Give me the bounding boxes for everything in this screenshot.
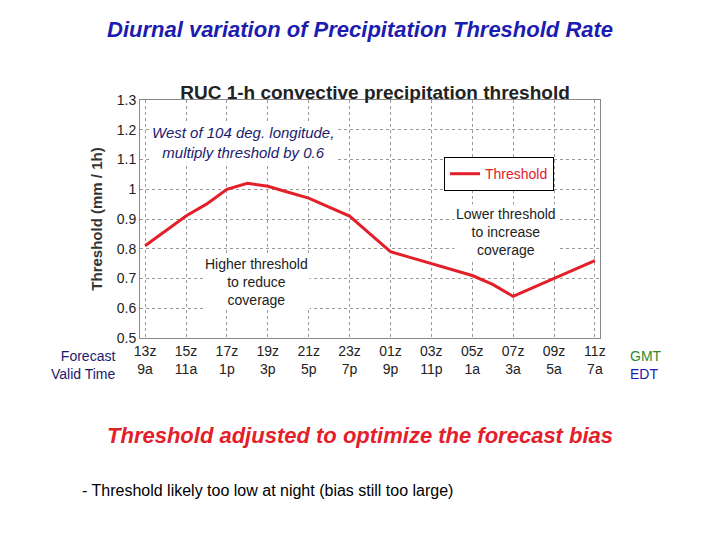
svg-text:RUC 1-h convective precipitati: RUC 1-h convective precipitation thresho… xyxy=(180,82,570,103)
svg-text:1.1: 1.1 xyxy=(117,151,137,167)
svg-text:11z7a: 11z7a xyxy=(584,343,606,377)
svg-text:01z9p: 01z9p xyxy=(379,343,402,377)
svg-text:1.3: 1.3 xyxy=(117,92,137,108)
svg-text:13z9a: 13z9a xyxy=(134,343,157,377)
svg-text:23z7p: 23z7p xyxy=(338,343,361,377)
svg-text:Diurnal variation of Precipita: Diurnal variation of Precipitation Thres… xyxy=(107,17,613,42)
svg-text:Higher thresholdto reducecover: Higher thresholdto reducecoverage xyxy=(205,256,308,308)
svg-text:Threshold: Threshold xyxy=(485,166,547,182)
svg-text:Threshold (mm / 1h): Threshold (mm / 1h) xyxy=(88,147,105,290)
svg-text:0.8: 0.8 xyxy=(117,241,137,257)
svg-text:15z11a: 15z11a xyxy=(175,343,198,377)
svg-text:0.9: 0.9 xyxy=(117,211,137,227)
svg-text:Threshold adjusted to optimize: Threshold adjusted to optimize the forec… xyxy=(107,423,613,448)
svg-text:0.5: 0.5 xyxy=(117,330,137,346)
svg-text:07z3a: 07z3a xyxy=(502,343,525,377)
svg-text:21z5p: 21z5p xyxy=(297,343,320,377)
svg-text:Lower thresholdto increasecove: Lower thresholdto increasecoverage xyxy=(456,206,556,258)
svg-text:0.6: 0.6 xyxy=(117,300,137,316)
svg-text:1.2: 1.2 xyxy=(117,122,137,138)
svg-text:GMT: GMT xyxy=(630,348,662,364)
svg-text:03z11p: 03z11p xyxy=(420,343,443,377)
svg-text:ForecastValid Time: ForecastValid Time xyxy=(51,348,116,382)
svg-text:09z5a: 09z5a xyxy=(543,343,566,377)
svg-text:0.7: 0.7 xyxy=(117,270,137,286)
svg-text:19z3p: 19z3p xyxy=(256,343,279,377)
svg-text:1: 1 xyxy=(128,181,136,197)
svg-text:05z1a: 05z1a xyxy=(461,343,484,377)
svg-text:West of 104 deg. longitude,mul: West of 104 deg. longitude,multiply thre… xyxy=(152,124,334,161)
svg-text:17z1p: 17z1p xyxy=(216,343,239,377)
svg-text:- Threshold likely too low at: - Threshold likely too low at night (bia… xyxy=(82,482,453,499)
svg-text:EDT: EDT xyxy=(630,366,658,382)
